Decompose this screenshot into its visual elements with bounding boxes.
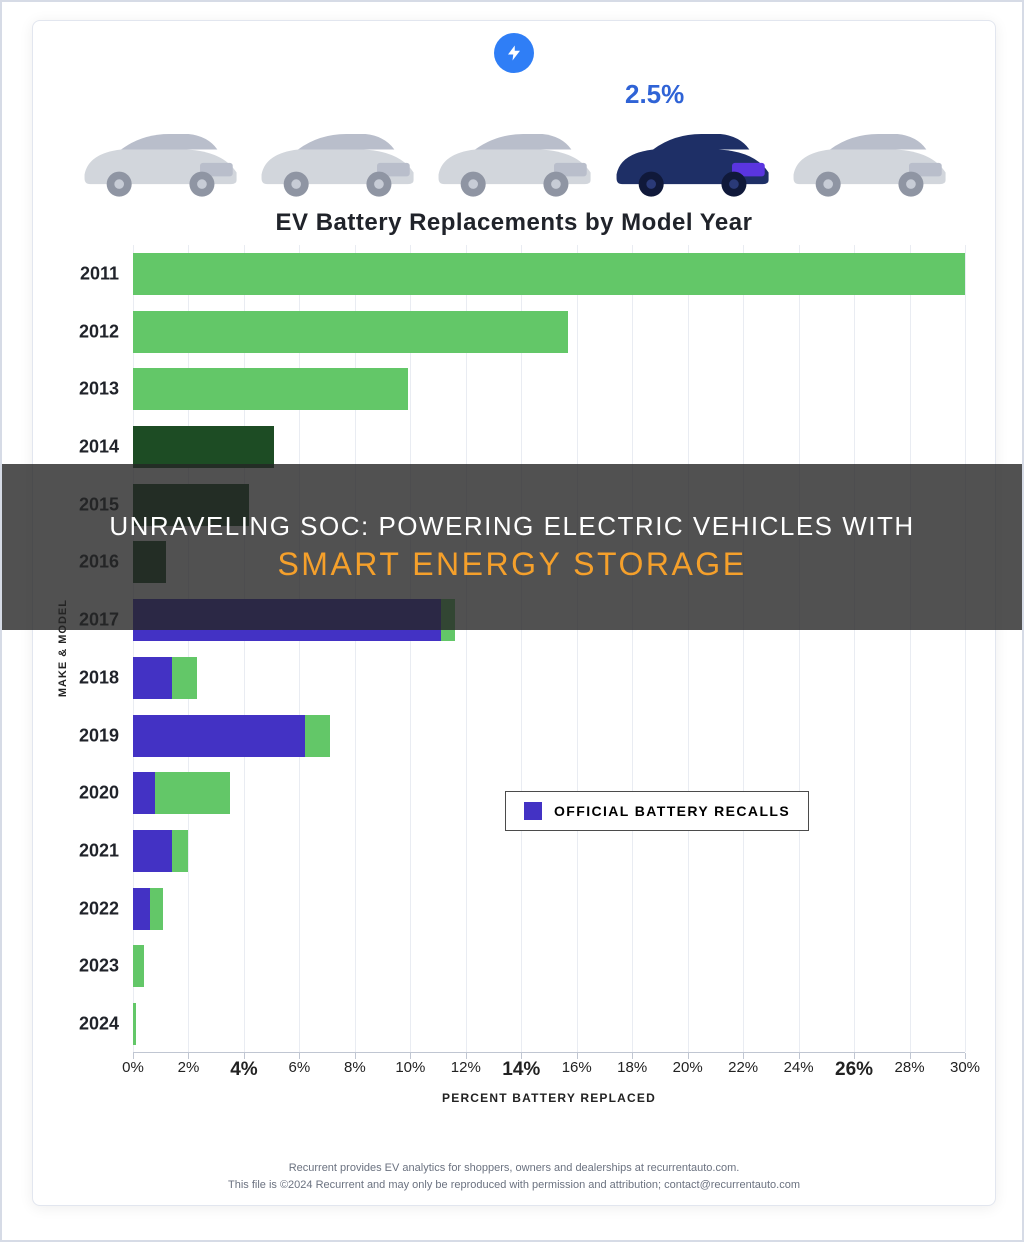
x-tick-label: 6%	[289, 1059, 311, 1076]
chart-row: 2019	[133, 707, 965, 765]
x-tick-label: 14%	[502, 1059, 540, 1081]
bar-segment	[133, 888, 150, 930]
highlight-percentage: 2.5%	[625, 79, 684, 110]
x-tick-label: 22%	[728, 1059, 758, 1076]
bar-segment	[133, 1003, 136, 1045]
bar-segment	[305, 715, 330, 757]
x-tick-label: 16%	[562, 1059, 592, 1076]
headline-overlay: UNRAVELING SOC: POWERING ELECTRIC VEHICL…	[2, 464, 1022, 630]
bolt-icon	[494, 33, 534, 73]
y-tick-label: 2014	[79, 436, 133, 457]
overlay-line-1: UNRAVELING SOC: POWERING ELECTRIC VEHICL…	[109, 511, 914, 542]
car-icon-highlighted	[605, 119, 778, 203]
x-tick-label: 18%	[617, 1059, 647, 1076]
y-tick-label: 2020	[79, 783, 133, 804]
x-tick-label: 30%	[950, 1059, 980, 1076]
car-icon	[782, 119, 955, 203]
chart-row: 2022	[133, 880, 965, 938]
y-tick-label: 2022	[79, 898, 133, 919]
gridline	[965, 245, 966, 1052]
y-tick-label: 2023	[79, 956, 133, 977]
bar-segment	[133, 830, 172, 872]
car-icon	[250, 119, 423, 203]
car-icon	[73, 119, 246, 203]
chart-row: 2024	[133, 995, 965, 1053]
chart-row: 2011	[133, 245, 965, 303]
chart-row: 2023	[133, 938, 965, 996]
bar-segment	[133, 772, 155, 814]
legend-label: OFFICIAL BATTERY RECALLS	[554, 803, 790, 819]
y-tick-label: 2011	[80, 263, 133, 284]
bar-segment	[133, 311, 568, 353]
bar-segment	[172, 830, 189, 872]
y-tick-label: 2019	[79, 725, 133, 746]
y-tick-label: 2018	[79, 667, 133, 688]
y-tick-label: 2012	[79, 321, 133, 342]
y-tick-label: 2024	[79, 1014, 133, 1035]
x-tick-label: 0%	[122, 1059, 144, 1076]
chart-row: 2018	[133, 649, 965, 707]
bar-segment	[133, 715, 305, 757]
bar-segment	[155, 772, 230, 814]
legend-swatch	[524, 802, 542, 820]
x-tick-label: 12%	[451, 1059, 481, 1076]
x-tick-label: 26%	[835, 1059, 873, 1081]
x-tick-label: 2%	[178, 1059, 200, 1076]
x-tick-label: 24%	[784, 1059, 814, 1076]
x-tick-label: 28%	[895, 1059, 925, 1076]
x-axis-ticks: 0%2%4%6%8%10%12%14%16%18%20%22%24%26%28%…	[133, 1053, 965, 1081]
bar-chart: 2011201220132014201520162017201820192020…	[133, 245, 965, 1095]
bar-segment	[150, 888, 164, 930]
footer-line-2: This file is ©2024 Recurrent and may onl…	[33, 1177, 995, 1194]
y-tick-label: 2013	[79, 379, 133, 400]
bar-segment	[133, 657, 172, 699]
bar-segment	[133, 368, 408, 410]
chart-row: 2013	[133, 360, 965, 418]
chart-legend: OFFICIAL BATTERY RECALLS	[505, 791, 809, 831]
cars-row	[73, 119, 955, 203]
chart-plot-area: 2011201220132014201520162017201820192020…	[133, 245, 965, 1053]
bar-segment	[172, 657, 197, 699]
y-tick-label: 2021	[79, 840, 133, 861]
x-tick-label: 20%	[673, 1059, 703, 1076]
page-frame: 2.5%	[0, 0, 1024, 1242]
bar-segment	[133, 253, 965, 295]
bar-segment	[133, 945, 144, 987]
bar-segment	[133, 426, 274, 468]
car-icon	[427, 119, 600, 203]
x-axis-title: PERCENT BATTERY REPLACED	[133, 1091, 965, 1105]
x-tick-label: 8%	[344, 1059, 366, 1076]
footer-attribution: Recurrent provides EV analytics for shop…	[33, 1160, 995, 1193]
chart-row: 2012	[133, 303, 965, 361]
footer-line-1: Recurrent provides EV analytics for shop…	[33, 1160, 995, 1177]
x-tick-label: 4%	[230, 1059, 257, 1081]
overlay-line-2: SMART ENERGY STORAGE	[277, 546, 746, 583]
x-tick-label: 10%	[395, 1059, 425, 1076]
chart-title: EV Battery Replacements by Model Year	[33, 209, 995, 237]
